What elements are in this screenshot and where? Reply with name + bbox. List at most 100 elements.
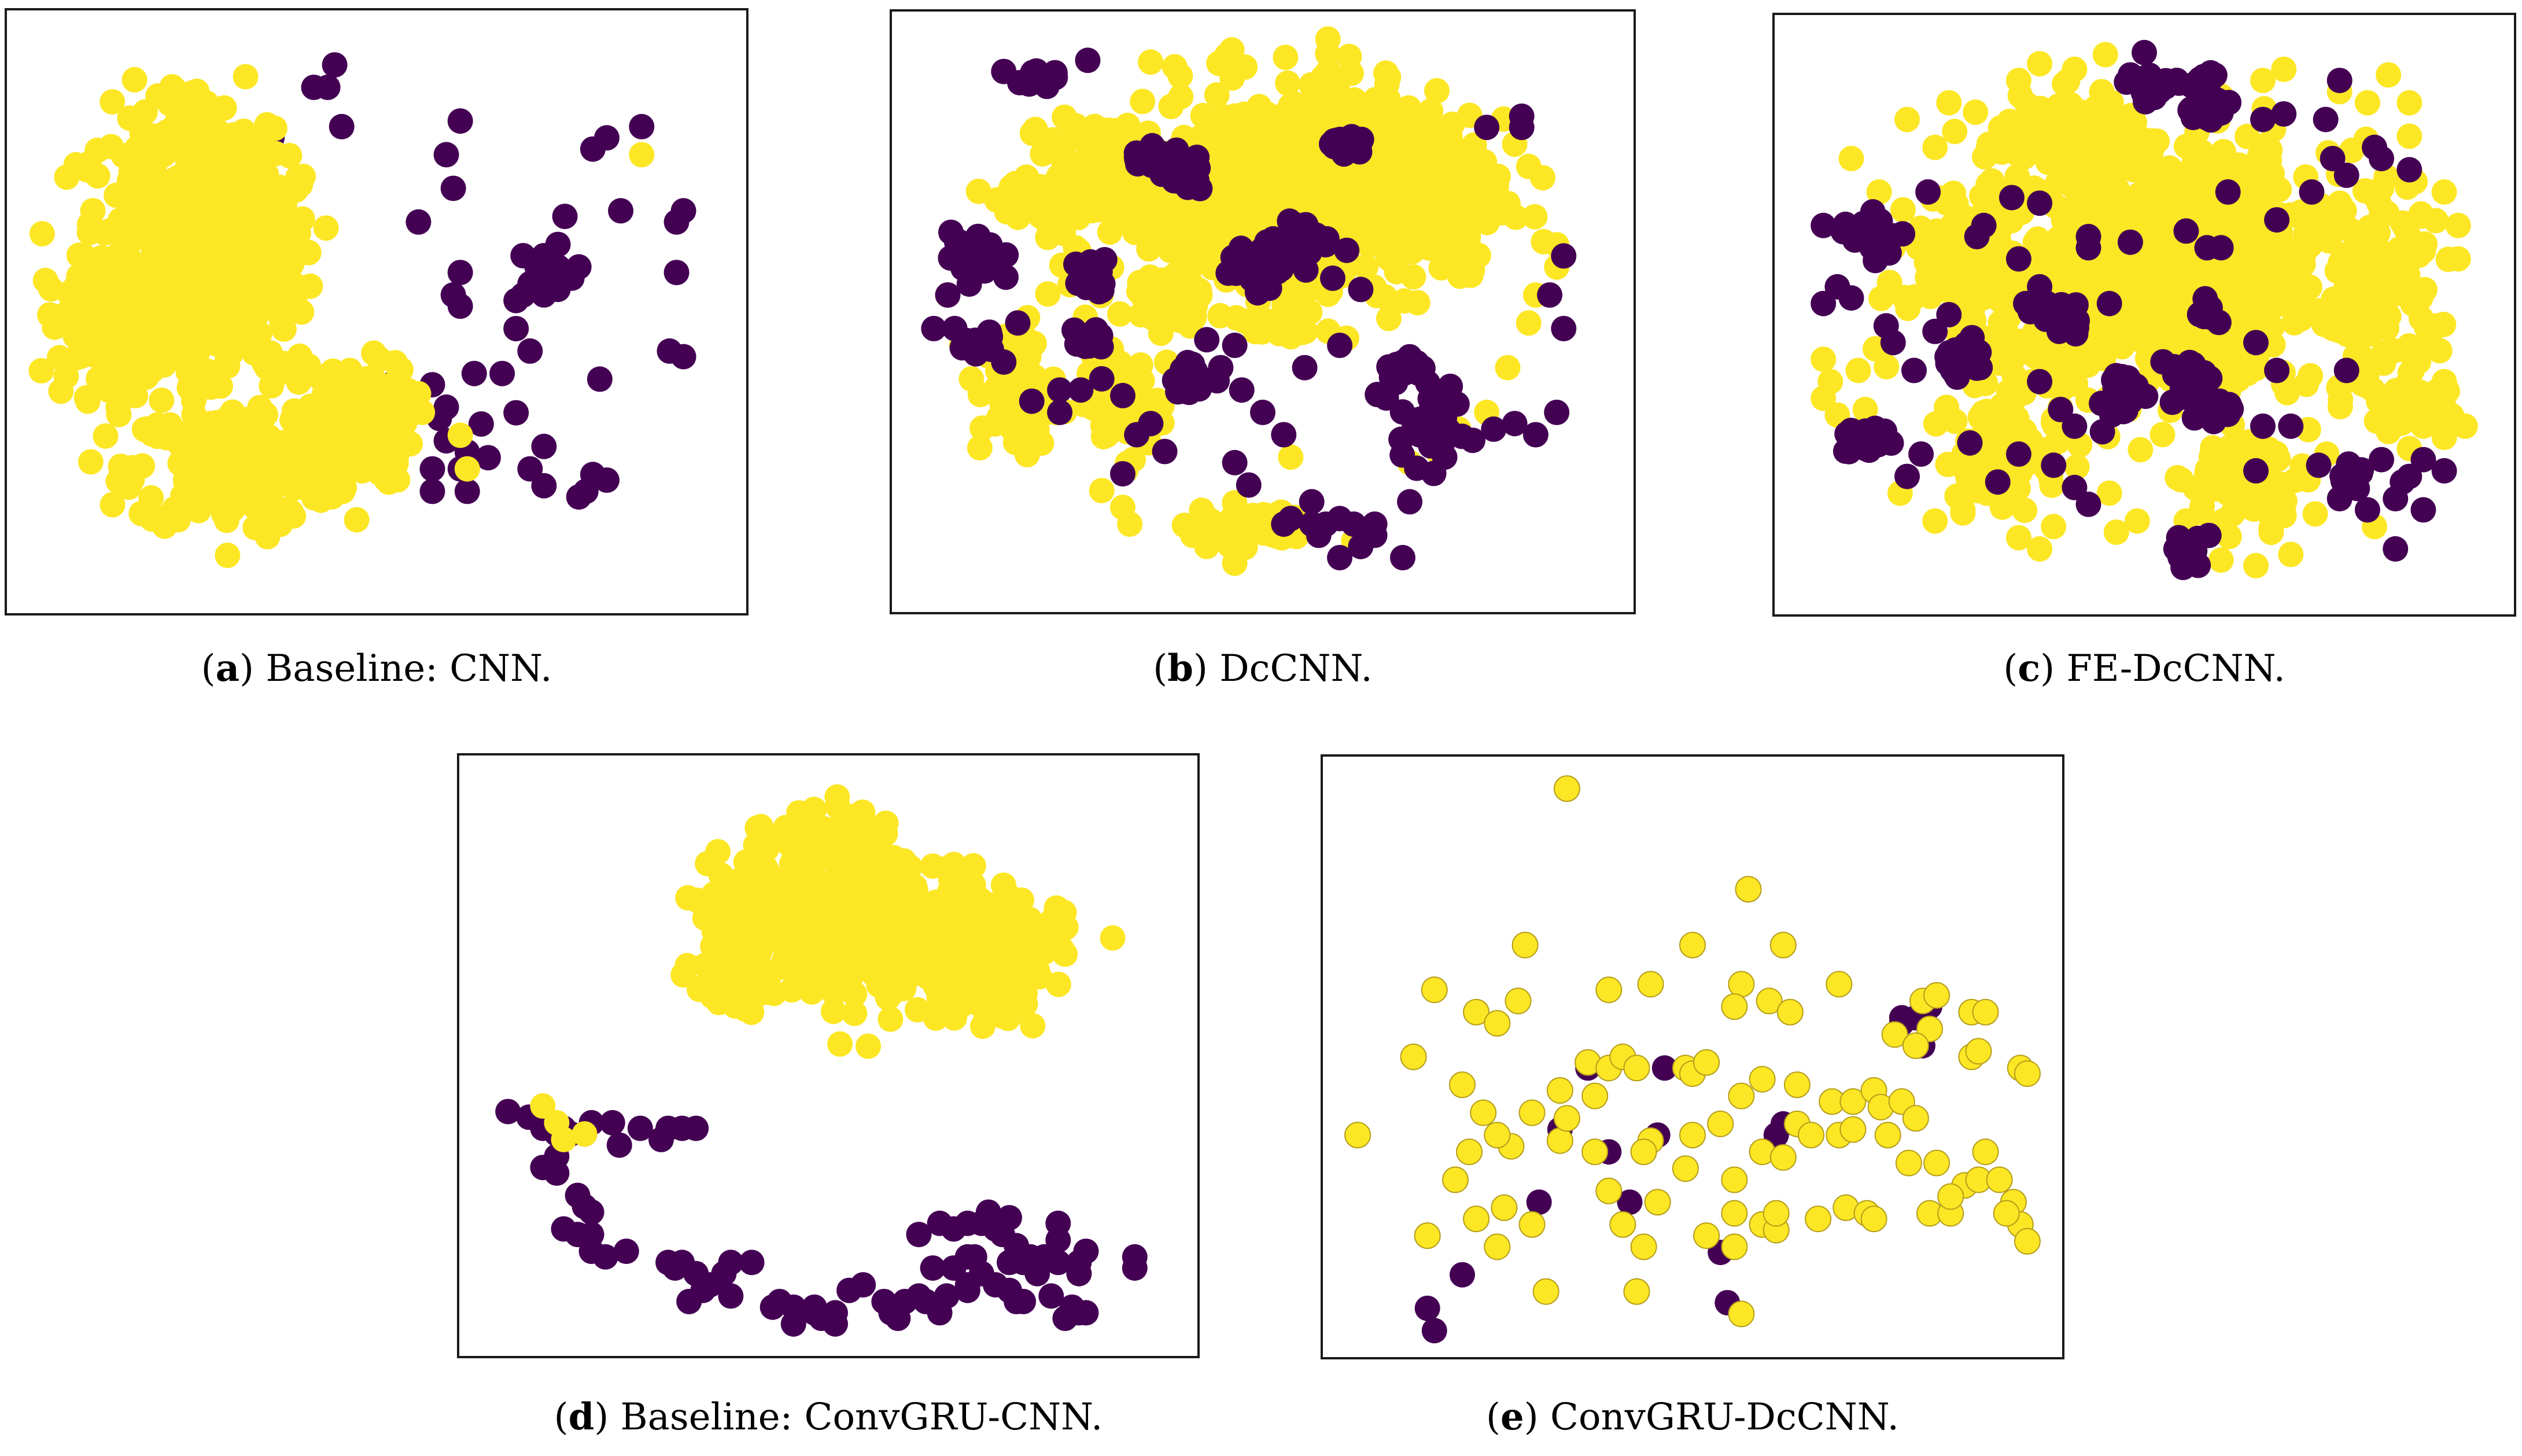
data-point	[1479, 202, 1505, 228]
data-point	[718, 1283, 744, 1309]
data-point	[1950, 497, 1976, 523]
data-point	[1047, 377, 1073, 403]
data-point	[503, 316, 529, 342]
data-point	[960, 853, 986, 879]
data-point	[495, 1099, 521, 1125]
data-point	[1944, 364, 1970, 390]
data-point	[197, 416, 223, 443]
data-point	[1177, 153, 1203, 179]
data-point	[2396, 90, 2423, 116]
data-point	[329, 113, 355, 139]
data-point	[683, 1115, 709, 1141]
data-point	[2410, 447, 2436, 473]
data-point	[2255, 243, 2281, 269]
data-point	[2012, 143, 2038, 169]
data-point	[208, 373, 233, 399]
data-point	[271, 316, 297, 342]
data-point	[1288, 286, 1314, 312]
data-point	[2128, 437, 2154, 463]
data-point	[1377, 93, 1403, 119]
data-point	[258, 190, 284, 216]
data-point	[920, 1255, 946, 1281]
data-point	[1177, 297, 1203, 323]
data-point	[1042, 64, 1068, 90]
data-point	[2390, 469, 2416, 495]
data-point	[440, 175, 466, 201]
data-point	[2180, 359, 2206, 385]
data-point	[627, 1115, 653, 1141]
data-point	[1089, 478, 1115, 504]
data-point	[262, 115, 287, 141]
data-point	[1389, 399, 1415, 425]
data-point	[2392, 400, 2418, 426]
data-point	[2151, 71, 2177, 97]
data-point	[807, 879, 833, 905]
data-point	[1299, 489, 1325, 515]
data-point	[2452, 413, 2478, 439]
data-point	[1963, 99, 1989, 125]
data-point	[2326, 486, 2353, 512]
data-point	[824, 784, 850, 810]
data-point	[676, 1289, 702, 1314]
data-point	[188, 117, 214, 143]
data-point	[1463, 176, 1488, 202]
data-point	[2014, 92, 2040, 118]
data-point	[76, 150, 102, 176]
data-point	[1331, 141, 1357, 167]
data-point	[1915, 179, 1941, 205]
data-point	[2340, 458, 2366, 484]
data-point	[1110, 382, 1135, 408]
series-class-0	[259, 52, 696, 510]
data-point	[171, 93, 197, 119]
data-point	[2055, 353, 2080, 379]
data-point	[97, 260, 123, 286]
data-point	[2306, 452, 2332, 478]
data-point	[1207, 303, 1233, 329]
data-point	[1240, 249, 1266, 275]
data-point	[447, 260, 473, 286]
data-point	[1348, 277, 1374, 303]
data-point	[827, 1031, 853, 1057]
data-point	[2445, 246, 2471, 272]
data-point	[1365, 382, 1391, 407]
data-point	[1014, 441, 1040, 467]
data-point	[301, 75, 327, 100]
data-point	[433, 142, 459, 168]
data-point	[2271, 291, 2297, 317]
data-point	[2089, 419, 2115, 445]
data-point	[2410, 497, 2436, 523]
data-point	[1942, 408, 1968, 434]
data-point	[2005, 246, 2031, 272]
data-point	[2056, 119, 2082, 145]
data-point	[1437, 124, 1463, 150]
data-point	[2006, 374, 2032, 400]
data-point	[1230, 152, 1256, 178]
data-point	[1286, 102, 1311, 128]
data-point	[282, 286, 308, 312]
data-point	[2320, 146, 2346, 172]
data-point	[2005, 441, 2031, 467]
data-point	[545, 231, 571, 257]
data-point	[2264, 207, 2290, 233]
data-point	[877, 1006, 904, 1032]
data-point	[2250, 106, 2276, 132]
data-point	[920, 853, 946, 879]
data-point	[37, 302, 62, 328]
data-point	[2185, 68, 2211, 94]
data-point	[2096, 290, 2122, 316]
data-point	[110, 143, 137, 169]
data-point	[2219, 266, 2245, 292]
data-point	[1460, 427, 1485, 454]
data-point	[2092, 42, 2118, 68]
data-point	[1303, 222, 1329, 248]
data-point	[1217, 178, 1243, 204]
data-point	[1038, 1283, 1064, 1309]
data-point	[2431, 458, 2457, 484]
data-point	[670, 344, 696, 370]
data-point	[1418, 98, 1444, 124]
data-point	[2293, 220, 2319, 246]
data-point	[2064, 172, 2089, 197]
data-point	[447, 108, 473, 134]
data-point	[1305, 156, 1331, 182]
data-point	[2048, 292, 2074, 318]
